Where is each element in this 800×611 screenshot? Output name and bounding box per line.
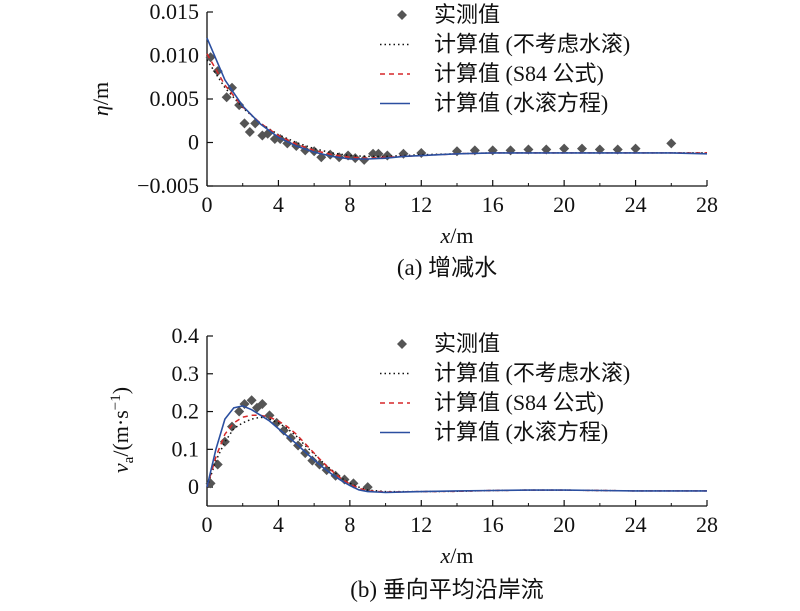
x-axis-label: x/m bbox=[440, 223, 474, 248]
measured-point bbox=[505, 145, 516, 156]
y-axis-label: va/(m·s−1) bbox=[108, 387, 137, 473]
y-tick-label: 0.4 bbox=[172, 323, 200, 348]
legend-label: 计算值 (水滚方程) bbox=[434, 91, 608, 116]
x-tick-label: 8 bbox=[344, 512, 355, 537]
panel-caption: (b) 垂向平均沿岸流 bbox=[350, 577, 544, 602]
x-tick-label: 0 bbox=[202, 192, 213, 217]
x-tick-label: 28 bbox=[696, 192, 718, 217]
measured-point bbox=[227, 82, 237, 93]
measured-point bbox=[523, 144, 534, 155]
measured-point bbox=[559, 143, 570, 154]
x-tick-label: 4 bbox=[273, 512, 284, 537]
measured-point bbox=[373, 148, 384, 159]
y-tick-label: 0.2 bbox=[172, 399, 200, 424]
y-tick-label: 0.1 bbox=[172, 436, 200, 461]
x-tick-label: 16 bbox=[482, 512, 504, 537]
measured-point bbox=[239, 118, 250, 129]
y-tick-label: 0.005 bbox=[150, 86, 200, 111]
x-tick-label: 8 bbox=[344, 192, 355, 217]
x-tick-label: 24 bbox=[625, 192, 647, 217]
measured-point bbox=[227, 421, 237, 432]
x-tick-label: 0 bbox=[202, 512, 213, 537]
x-tick-label: 16 bbox=[482, 192, 504, 217]
measured-point bbox=[221, 92, 232, 103]
legend-label: 计算值 (水滚方程) bbox=[434, 420, 608, 445]
panel-caption: (a) 增减水 bbox=[397, 255, 497, 280]
measured-point bbox=[244, 127, 255, 138]
measured-point bbox=[577, 143, 587, 154]
measured-point bbox=[612, 144, 623, 155]
x-tick-label: 12 bbox=[410, 512, 432, 537]
measured-point bbox=[212, 459, 223, 470]
legend-label: 计算值 (S84 公式) bbox=[434, 61, 604, 86]
x-tick-label: 28 bbox=[696, 512, 718, 537]
series-line bbox=[206, 37, 708, 160]
measured-point bbox=[368, 148, 379, 159]
measured-point bbox=[246, 395, 257, 406]
legend-label: 实测值 bbox=[434, 331, 500, 356]
measured-point bbox=[541, 144, 552, 155]
measured-point bbox=[219, 436, 230, 447]
measured-point bbox=[630, 143, 641, 154]
y-tick-label: 0.3 bbox=[172, 361, 200, 386]
legend-label: 实测值 bbox=[434, 2, 500, 27]
series-line bbox=[206, 59, 707, 158]
x-tick-label: 20 bbox=[553, 192, 575, 217]
y-tick-label: 0 bbox=[188, 130, 199, 155]
measured-point bbox=[234, 406, 245, 417]
x-tick-label: 20 bbox=[553, 512, 575, 537]
x-tick-label: 12 bbox=[410, 192, 432, 217]
legend-label: 计算值 (S84 公式) bbox=[434, 390, 604, 415]
measured-point bbox=[250, 118, 261, 129]
measured-point bbox=[487, 145, 498, 156]
legend-marker bbox=[397, 10, 407, 20]
series-line bbox=[206, 405, 707, 494]
measured-point bbox=[257, 399, 268, 409]
legend-marker bbox=[397, 339, 407, 349]
x-axis-label: x/m bbox=[440, 543, 474, 568]
legend-label: 计算值 (不考虑水滚) bbox=[434, 361, 630, 386]
y-tick-label: 0 bbox=[188, 474, 199, 499]
y-axis-label: η/m bbox=[88, 82, 113, 116]
y-tick-label: −0.005 bbox=[137, 173, 199, 198]
y-tick-label: 0.010 bbox=[150, 43, 200, 68]
measured-point bbox=[594, 144, 605, 155]
x-tick-label: 4 bbox=[273, 192, 284, 217]
y-tick-label: 0.015 bbox=[150, 0, 200, 24]
measured-point bbox=[666, 138, 677, 149]
legend-label: 计算值 (不考虑水滚) bbox=[434, 32, 630, 57]
measured-point bbox=[307, 455, 318, 466]
x-tick-label: 24 bbox=[625, 512, 647, 537]
